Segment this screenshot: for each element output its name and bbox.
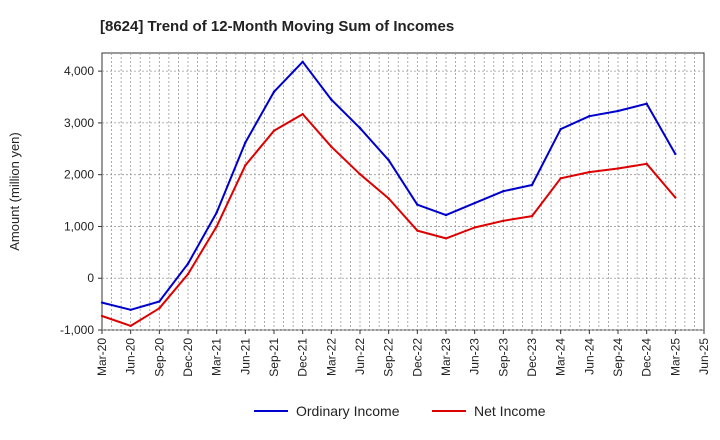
data-point (616, 167, 620, 170)
legend-label: Ordinary Income (296, 403, 400, 419)
x-tick-label: Sep-20 (152, 338, 166, 377)
y-tick-label: 4,000 (64, 64, 94, 78)
data-point (559, 177, 562, 180)
data-point (559, 127, 562, 131)
legend-ordinary-income: Ordinary Income (254, 403, 400, 419)
x-tick-label: Dec-20 (181, 338, 195, 377)
y-axis-label: Amount (million yen) (7, 132, 22, 251)
chart-title: [8624] Trend of 12-Month Moving Sum of I… (100, 18, 454, 35)
y-tick-label: 0 (87, 271, 94, 285)
data-point (645, 102, 648, 105)
data-point (301, 60, 304, 64)
data-point (330, 98, 333, 101)
y-tick-label: -1,000 (60, 323, 94, 337)
x-tick-label: Jun-21 (238, 338, 252, 375)
y-tick-label: 2,000 (64, 168, 94, 182)
x-tick-label: Jun-25 (697, 338, 711, 375)
x-tick-label: Sep-22 (382, 338, 396, 377)
data-point (502, 190, 505, 193)
x-tick-label: Sep-23 (496, 338, 510, 377)
data-point (387, 197, 390, 200)
data-point (215, 225, 218, 228)
x-tick-label: Mar-25 (668, 338, 682, 376)
y-tick-label: 3,000 (64, 116, 94, 130)
x-tick-label: Dec-22 (410, 338, 424, 377)
data-point (244, 164, 247, 167)
legend-net-income: Net Income (432, 403, 546, 419)
data-point (645, 162, 648, 165)
data-point (100, 314, 104, 318)
data-point (674, 152, 677, 156)
x-tick-label: Mar-22 (324, 338, 338, 376)
plot-area (101, 52, 705, 331)
legend-label: Net Income (474, 403, 546, 419)
x-tick-label: Jun-22 (353, 338, 367, 375)
data-point (129, 308, 132, 312)
y-tick-label: 1,000 (64, 219, 94, 233)
data-point (358, 172, 362, 176)
data-point (416, 203, 419, 206)
data-point (530, 214, 534, 218)
data-point (387, 158, 390, 162)
data-point (186, 262, 190, 265)
x-tick-label: Dec-24 (640, 338, 654, 377)
x-tick-label: Dec-23 (525, 338, 539, 377)
data-point (358, 126, 362, 130)
data-point (158, 307, 161, 310)
x-tick-label: Dec-21 (296, 338, 310, 377)
x-tick-label: Jun-24 (582, 338, 596, 375)
data-point (444, 237, 448, 240)
data-point (330, 145, 333, 148)
x-tick-label: Sep-21 (267, 338, 281, 377)
data-point (588, 170, 591, 174)
data-point (674, 196, 677, 199)
x-tick-label: Jun-20 (124, 338, 138, 375)
x-tick-label: Sep-24 (611, 338, 625, 377)
data-point (215, 211, 218, 214)
data-point (616, 109, 620, 113)
data-point (272, 129, 276, 132)
data-point (158, 300, 161, 303)
x-tick-label: Mar-24 (554, 338, 568, 376)
data-point (129, 324, 132, 328)
x-tick-label: Mar-23 (439, 338, 453, 376)
data-point (186, 272, 190, 276)
data-point (473, 226, 476, 229)
x-tick-label: Mar-21 (210, 338, 224, 376)
data-point (444, 213, 448, 217)
data-point (416, 229, 419, 232)
data-point (272, 90, 276, 94)
x-tick-label: Jun-23 (468, 338, 482, 375)
data-point (588, 114, 591, 118)
data-point (301, 112, 304, 116)
data-point (502, 219, 505, 222)
data-point (473, 201, 476, 205)
data-point (100, 301, 104, 304)
data-point (530, 183, 534, 187)
x-tick-label: Mar-20 (95, 338, 109, 376)
data-point (244, 141, 247, 144)
